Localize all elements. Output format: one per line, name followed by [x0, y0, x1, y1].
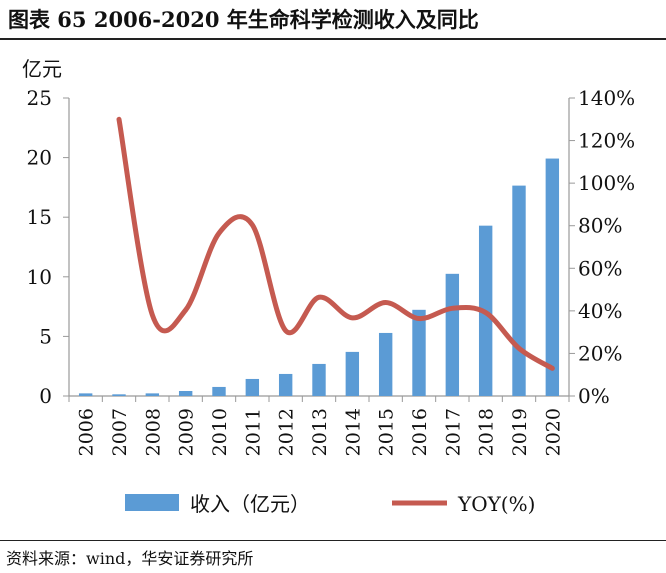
right-tick-label: 40% [578, 299, 622, 323]
legend-label-yoy: YOY(%) [457, 492, 535, 516]
right-tick-label: 20% [578, 341, 622, 365]
left-tick-label: 10 [27, 265, 52, 289]
source-note: 资料来源：wind，华安证券研究所 [6, 549, 254, 568]
revenue-bar [245, 378, 260, 396]
left-tick-label: 25 [27, 86, 52, 110]
x-tick-label: 2010 [209, 408, 231, 456]
left-axis-unit: 亿元 [22, 57, 62, 81]
x-tick-label: 2019 [509, 408, 531, 456]
x-tick-label: 2009 [176, 408, 198, 456]
x-tick-label: 2012 [276, 408, 298, 456]
x-tick-label: 2007 [109, 408, 131, 456]
x-tick-label: 2006 [76, 408, 98, 456]
x-tick-label: 2011 [242, 408, 264, 456]
right-tick-label: 100% [578, 171, 635, 195]
revenue-bar [112, 394, 126, 396]
x-tick-label: 2018 [476, 408, 498, 456]
revenue-bar [445, 273, 460, 396]
revenue-bar [145, 393, 160, 396]
right-tick-label: 0% [578, 384, 610, 408]
left-tick-label: 20 [27, 146, 52, 170]
x-tick-label: 2014 [342, 408, 364, 456]
right-tick-label: 80% [578, 214, 622, 238]
legend-swatch-revenue [125, 494, 179, 511]
x-tick-label: 2020 [542, 408, 564, 456]
revenue-bar [412, 309, 426, 396]
x-tick-label: 2015 [376, 408, 398, 456]
chart-title: 图表 65 2006-2020 年生命科学检测收入及同比 [8, 7, 479, 32]
x-tick-label: 2008 [142, 408, 164, 456]
revenue-bar [78, 393, 93, 396]
x-tick-label: 2016 [409, 408, 431, 456]
right-tick-label: 120% [578, 129, 635, 153]
revenue-bar [545, 158, 560, 396]
revenue-bar [278, 373, 293, 396]
right-tick-label: 60% [578, 256, 622, 280]
legend-label-revenue: 收入（亿元） [190, 492, 310, 516]
x-tick-label: 2013 [309, 408, 331, 456]
left-tick-label: 0 [39, 384, 52, 408]
source-divider [0, 540, 666, 541]
revenue-bar [512, 185, 526, 396]
left-tick-label: 15 [27, 205, 52, 229]
left-tick-label: 5 [39, 324, 52, 348]
revenue-bar [312, 363, 326, 396]
x-tick-label: 2017 [442, 408, 464, 456]
revenue-bar [345, 351, 360, 396]
chart-svg: 亿元 0 5 10 15 20 25 0% 20% 40% 60% 80% 100% 120% 140% 20… [22, 57, 635, 516]
title-divider [0, 38, 666, 40]
revenue-bar [178, 390, 193, 396]
yoy-line [116, 116, 555, 371]
right-tick-label: 140% [578, 86, 635, 110]
revenue-bar [212, 386, 226, 396]
revenue-bar [378, 332, 393, 396]
